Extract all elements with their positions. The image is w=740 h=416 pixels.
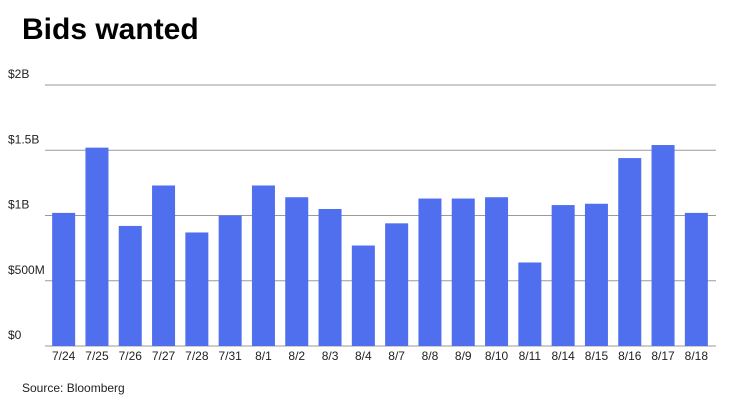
x-tick-label: 7/25 <box>85 349 109 363</box>
x-tick-label: 8/17 <box>651 349 675 363</box>
bar <box>351 245 375 346</box>
x-tick-label: 8/9 <box>455 349 472 363</box>
bar <box>385 223 409 346</box>
x-tick-label: 8/14 <box>551 349 575 363</box>
bar <box>518 262 542 346</box>
source: Source: Bloomberg <box>22 381 125 395</box>
x-tick-label: 7/24 <box>52 349 76 363</box>
x-tick-label: 8/11 <box>519 349 542 363</box>
bar <box>185 232 209 346</box>
bar <box>218 215 242 346</box>
y-tick-label: $500M <box>8 263 45 277</box>
y-tick-label: $1B <box>8 198 29 212</box>
bar <box>451 198 475 346</box>
x-tick-label: 8/7 <box>388 349 405 363</box>
x-tick-label: 8/8 <box>422 349 439 363</box>
x-tick-label: 8/2 <box>288 349 305 363</box>
x-tick-label: 7/28 <box>185 349 209 363</box>
bar <box>684 212 708 346</box>
x-tick-label: 8/10 <box>485 349 509 363</box>
x-tick-label: 8/1 <box>255 349 272 363</box>
bar <box>118 225 142 346</box>
x-tick-label: 8/18 <box>685 349 709 363</box>
bar <box>318 208 342 346</box>
bar <box>618 158 642 346</box>
bar <box>152 185 176 346</box>
bar <box>584 203 608 346</box>
x-tick-label: 8/4 <box>355 349 372 363</box>
x-tick-label: 7/31 <box>218 349 242 363</box>
bar <box>418 198 442 346</box>
x-tick-label: 7/26 <box>119 349 143 363</box>
y-tick-label: $1.5B <box>8 132 39 146</box>
y-tick-label: $0 <box>8 328 22 342</box>
x-tick-label: 7/27 <box>152 349 176 363</box>
chart-title: Bids wanted <box>22 13 199 46</box>
x-tick-label: 8/16 <box>618 349 642 363</box>
bar <box>85 147 109 346</box>
bar <box>285 197 309 346</box>
bar <box>52 212 76 346</box>
bar <box>485 197 509 346</box>
bar <box>651 145 675 346</box>
bar <box>251 185 275 346</box>
bar <box>551 205 575 346</box>
x-tick-label: 8/15 <box>585 349 609 363</box>
x-tick-label: 8/3 <box>322 349 339 363</box>
y-tick-label: $2B <box>8 67 29 81</box>
